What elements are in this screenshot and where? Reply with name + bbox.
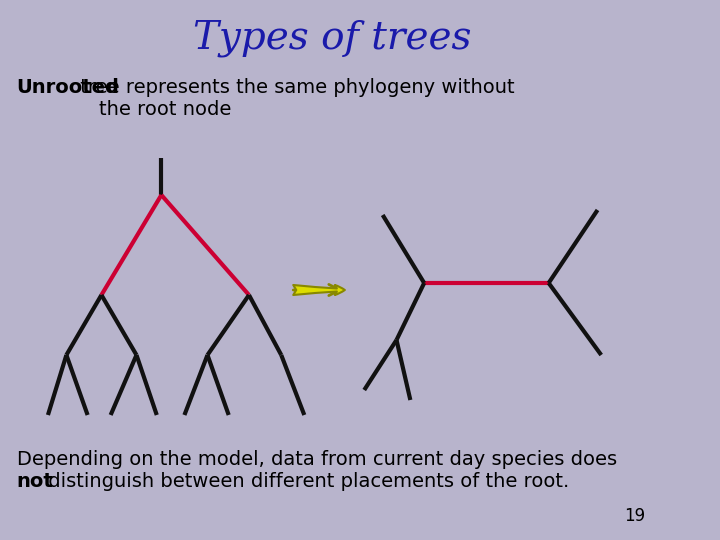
Text: distinguish between different placements of the root.: distinguish between different placements… [42, 472, 570, 491]
Text: Types of trees: Types of trees [193, 19, 471, 57]
Text: Depending on the model, data from current day species does: Depending on the model, data from curren… [17, 450, 617, 491]
Text: Unrooted: Unrooted [17, 78, 120, 97]
Text: not: not [17, 472, 53, 491]
Text: 19: 19 [624, 507, 646, 525]
Text: tree represents the same phylogeny without
    the root node: tree represents the same phylogeny witho… [73, 78, 514, 119]
